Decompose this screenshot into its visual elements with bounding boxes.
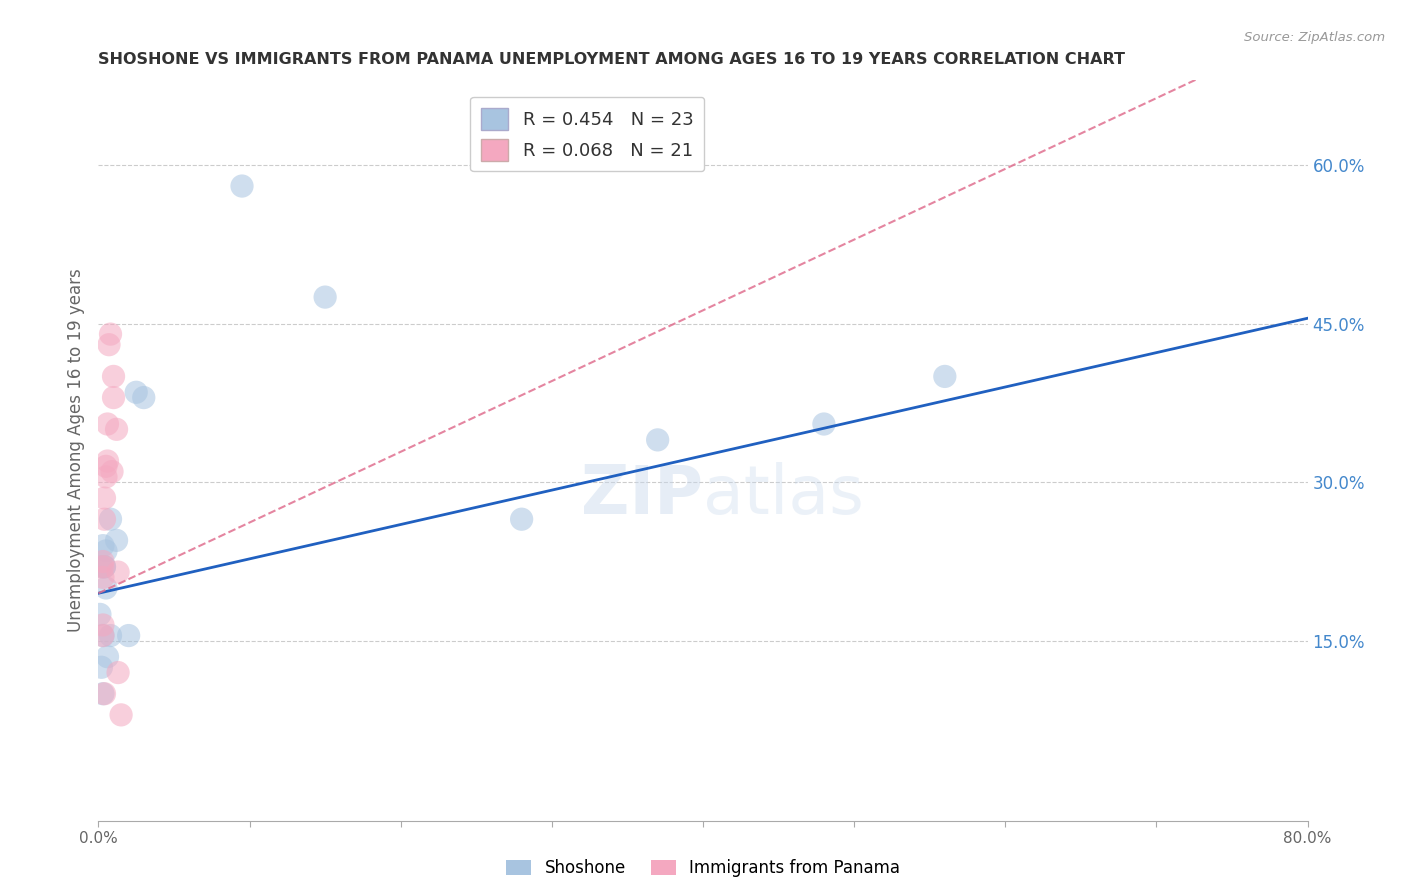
Point (93, 559, 115, 574)
Point (934, 369, 956, 384)
Point (93, 491, 115, 505)
Point (101, 465, 124, 479)
Point (89, 607, 111, 622)
Text: atlas: atlas (703, 462, 863, 528)
Point (105, 533, 128, 548)
Point (105, 422, 128, 436)
Point (132, 391, 155, 405)
Point (94, 544, 117, 558)
Text: ZIP: ZIP (581, 462, 703, 528)
Legend: R = 0.454   N = 23, R = 0.068   N = 21: R = 0.454 N = 23, R = 0.068 N = 21 (470, 96, 704, 171)
Point (510, 512, 533, 526)
Point (91, 628, 114, 642)
Point (93, 687, 115, 701)
Point (100, 327, 122, 342)
Point (98, 337, 121, 351)
Point (103, 391, 125, 405)
Point (107, 565, 129, 579)
Point (96, 454, 118, 468)
Point (103, 369, 125, 384)
Point (90, 559, 112, 574)
Point (110, 707, 132, 722)
Point (314, 290, 336, 304)
Point (91, 628, 114, 642)
Point (91, 554, 114, 569)
Point (647, 433, 669, 447)
Point (107, 665, 129, 680)
Point (93, 559, 115, 574)
Point (100, 628, 122, 642)
Point (94, 459, 117, 474)
Y-axis label: Unemployment Among Ages 16 to 19 years: Unemployment Among Ages 16 to 19 years (66, 268, 84, 632)
Point (231, 179, 253, 194)
Point (91, 570, 114, 584)
Point (125, 385, 148, 400)
Text: Source: ZipAtlas.com: Source: ZipAtlas.com (1244, 31, 1385, 45)
Point (91, 618, 114, 632)
Point (100, 512, 122, 526)
Point (91, 687, 114, 701)
Point (91, 559, 114, 574)
Legend: Shoshone, Immigrants from Panama: Shoshone, Immigrants from Panama (499, 853, 907, 884)
Point (94, 581, 117, 595)
Text: SHOSHONE VS IMMIGRANTS FROM PANAMA UNEMPLOYMENT AMONG AGES 16 TO 19 YEARS CORREL: SHOSHONE VS IMMIGRANTS FROM PANAMA UNEMP… (98, 52, 1125, 67)
Point (118, 628, 141, 642)
Point (91, 539, 114, 553)
Point (813, 417, 835, 431)
Point (94, 470, 117, 484)
Point (96, 649, 118, 664)
Point (96, 417, 118, 431)
Point (93, 512, 115, 526)
Point (90, 660, 112, 674)
